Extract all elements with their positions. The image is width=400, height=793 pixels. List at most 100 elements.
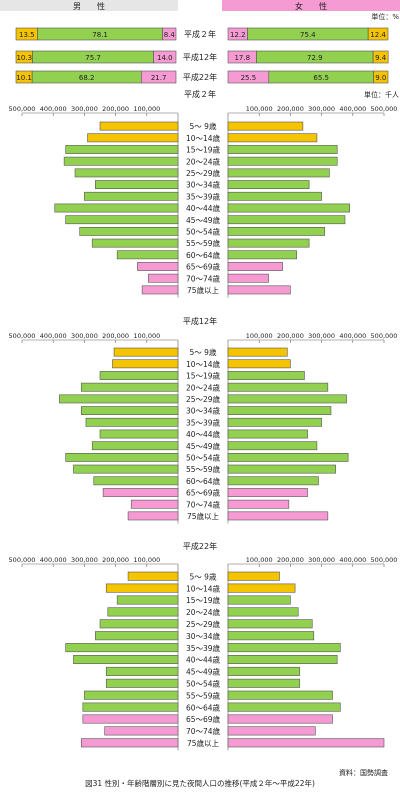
male-population-bar bbox=[112, 359, 179, 369]
figure-caption: 図31 性別・年齢階層別に見た夜間人口の推移(平成２年～平成22年) bbox=[85, 778, 315, 788]
female-population-bar bbox=[227, 452, 349, 462]
female-population-bar bbox=[227, 571, 280, 581]
female-population-bar bbox=[227, 191, 322, 201]
male-axis-tick-label: 100,000 bbox=[133, 332, 160, 340]
female-axis-tick-label: 200,000 bbox=[277, 332, 304, 340]
male-axis-tick-label: 200,000 bbox=[102, 332, 129, 340]
female-axis-tick-label: 400,000 bbox=[339, 332, 366, 340]
female-axis-tick-label: 300,000 bbox=[308, 332, 335, 340]
male-population-bar bbox=[65, 145, 179, 154]
female-population-bar bbox=[227, 215, 346, 225]
female-header-label: 女 性 bbox=[295, 1, 327, 11]
age-group-label: 45～49歳 bbox=[186, 441, 221, 451]
male-ratio-segment bbox=[153, 50, 177, 64]
male-population-bar bbox=[84, 690, 179, 700]
male-ratio-value: 8.4 bbox=[164, 31, 176, 39]
male-population-bar bbox=[105, 678, 179, 688]
male-ratio-value: 78.1 bbox=[92, 31, 108, 39]
age-group-label: 25～29歳 bbox=[186, 168, 221, 178]
pyramid-title: 平成12年 bbox=[183, 316, 217, 326]
female-population-bar bbox=[227, 631, 315, 641]
female-population-bar bbox=[227, 678, 301, 688]
source-label: 資料：国勢調査 bbox=[339, 768, 388, 777]
female-axis-tick-label: 100,000 bbox=[246, 105, 273, 113]
male-ratio-segment bbox=[140, 70, 177, 84]
age-group-label: 30～34歳 bbox=[186, 631, 221, 641]
female-axis-tick-label: 400,000 bbox=[339, 105, 366, 113]
male-population-bar bbox=[80, 406, 179, 415]
ratio-year-label: 平成２年 bbox=[184, 29, 216, 39]
age-group-label: 60～64歳 bbox=[186, 250, 221, 260]
male-population-bar bbox=[99, 121, 179, 131]
female-population-bar bbox=[227, 347, 288, 357]
age-group-label: 20～24歳 bbox=[186, 607, 221, 617]
female-ratio-value: 9.0 bbox=[375, 74, 386, 82]
male-population-bar bbox=[137, 262, 179, 271]
female-population-bar bbox=[227, 702, 341, 712]
female-population-bar bbox=[227, 359, 291, 369]
female-ratio-segment bbox=[367, 27, 389, 41]
male-population-bar bbox=[63, 156, 179, 166]
female-axis-tick-label: 200,000 bbox=[277, 556, 304, 564]
male-population-bar bbox=[116, 250, 179, 260]
male-axis-tick-label: 100,000 bbox=[133, 105, 160, 113]
age-group-label: 40～44歳 bbox=[186, 655, 221, 665]
age-group-label: 35～39歳 bbox=[186, 643, 221, 653]
male-axis-tick-label: 500,000 bbox=[9, 332, 36, 340]
age-group-label: 30～34歳 bbox=[186, 180, 221, 190]
male-population-bar bbox=[84, 191, 179, 201]
male-population-bar bbox=[127, 571, 179, 581]
age-group-label: 50～54歳 bbox=[186, 679, 221, 689]
male-population-bar bbox=[74, 168, 179, 178]
female-population-bar bbox=[227, 726, 316, 736]
age-group-label: 10～14歳 bbox=[186, 133, 221, 143]
female-population-bar bbox=[227, 133, 318, 143]
female-axis-tick-label: 300,000 bbox=[308, 556, 335, 564]
unit-thousand-label: 単位：千人 bbox=[364, 90, 399, 99]
unit-percent-label: 単位：% bbox=[371, 12, 399, 21]
male-header-label: 男 性 bbox=[73, 1, 105, 11]
male-population-bar bbox=[141, 285, 179, 295]
age-group-label: 30～34歳 bbox=[186, 406, 221, 416]
age-group-label: 55～59歳 bbox=[186, 464, 221, 474]
male-population-bar bbox=[91, 441, 179, 451]
male-axis-tick-label: 400,000 bbox=[40, 332, 67, 340]
male-population-bar bbox=[148, 273, 179, 283]
male-population-bar bbox=[65, 643, 179, 653]
male-population-bar bbox=[73, 464, 179, 474]
female-population-bar bbox=[227, 250, 297, 260]
male-axis-tick-label: 100,000 bbox=[133, 556, 160, 564]
age-group-label: 75歳以上 bbox=[187, 285, 220, 295]
female-population-bar bbox=[227, 488, 308, 497]
age-group-label: 15～19歳 bbox=[186, 595, 221, 605]
female-population-bar bbox=[227, 619, 313, 629]
female-ratio-value: 9.4 bbox=[375, 54, 387, 62]
age-group-label: 70～74歳 bbox=[186, 499, 221, 509]
male-population-bar bbox=[99, 619, 179, 629]
male-population-bar bbox=[104, 726, 179, 736]
male-population-bar bbox=[82, 714, 179, 724]
female-population-bar bbox=[227, 738, 385, 748]
male-axis-tick-label: 400,000 bbox=[40, 105, 67, 113]
male-population-bar bbox=[102, 488, 179, 497]
male-population-bar bbox=[116, 595, 179, 605]
male-population-bar bbox=[87, 133, 179, 143]
age-group-label: 75歳以上 bbox=[187, 511, 220, 521]
male-ratio-value: 21.7 bbox=[151, 74, 167, 82]
male-population-bar bbox=[65, 215, 179, 225]
male-population-bar bbox=[59, 394, 179, 404]
male-population-bar bbox=[85, 417, 179, 427]
male-population-bar bbox=[99, 429, 179, 439]
ratio-year-label: 平成22年 bbox=[183, 72, 217, 82]
female-population-bar bbox=[227, 203, 350, 213]
age-group-label: 65～69歳 bbox=[186, 262, 221, 272]
male-population-bar bbox=[95, 180, 179, 189]
female-population-bar bbox=[227, 156, 338, 166]
female-axis-tick-label: 300,000 bbox=[308, 105, 335, 113]
male-ratio-segment bbox=[162, 27, 177, 41]
female-ratio-value: 17.8 bbox=[234, 54, 250, 62]
male-population-bar bbox=[95, 631, 179, 641]
male-ratio-value: 13.5 bbox=[19, 31, 35, 39]
